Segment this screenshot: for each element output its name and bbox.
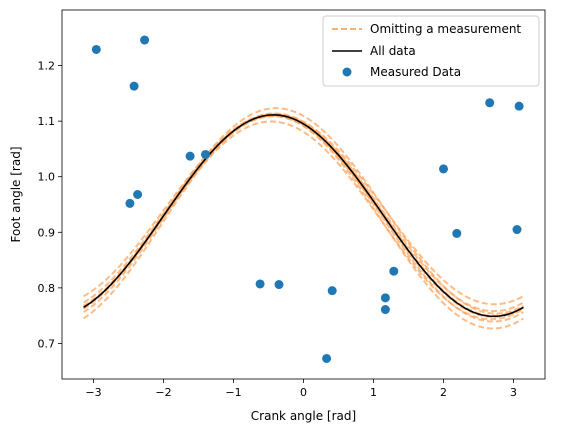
x-tick-label: 1	[370, 386, 377, 399]
data-point	[255, 279, 265, 289]
data-point	[133, 190, 143, 199]
y-tick-label: 1.0	[38, 171, 56, 184]
data-point	[512, 225, 522, 235]
data-point	[129, 81, 139, 91]
loo-curve	[83, 115, 524, 318]
loo-curve	[83, 107, 524, 315]
measured-points	[91, 35, 524, 363]
data-point	[485, 98, 495, 108]
data-point	[91, 44, 101, 54]
data-point	[274, 280, 284, 290]
loo-curves	[83, 107, 524, 330]
data-point	[185, 151, 195, 161]
data-point	[380, 293, 390, 303]
y-ticks: 0.7 0.8 0.9 1.0 1.1 1.2	[38, 60, 62, 350]
x-axis-label: Crank angle [rad]	[251, 409, 356, 423]
fit-curve	[83, 114, 524, 318]
x-tick-label: 0	[300, 386, 307, 399]
data-point	[380, 305, 390, 315]
loo-curve	[83, 112, 524, 306]
data-point	[439, 164, 448, 174]
legend-label-points: Measured Data	[370, 65, 461, 79]
data-point	[322, 353, 332, 363]
legend-swatch-points	[342, 67, 352, 77]
loo-curve	[83, 114, 524, 323]
x-tick-label: −1	[225, 386, 241, 399]
legend-label-loo: Omitting a measurement	[370, 22, 521, 36]
x-tick-label: 3	[510, 386, 517, 399]
legend: Omitting a measurement All data Measured…	[322, 15, 540, 87]
loo-curve	[83, 112, 524, 317]
x-ticks: −3 −2 −1 0 1 2 3	[85, 379, 517, 399]
loo-curve	[83, 113, 524, 313]
y-tick-label: 0.8	[38, 282, 56, 295]
y-tick-label: 1.2	[38, 60, 56, 73]
data-point	[125, 198, 135, 208]
y-tick-label: 0.9	[38, 226, 56, 239]
data-point	[327, 286, 337, 296]
y-tick-label: 1.1	[38, 115, 56, 128]
fit-curve-group	[83, 114, 524, 318]
data-point	[514, 101, 524, 111]
data-point	[201, 149, 210, 159]
x-tick-label: 2	[440, 386, 447, 399]
data-point	[140, 35, 150, 45]
legend-box	[322, 15, 540, 87]
loo-curve	[83, 120, 524, 321]
y-axis-label: Foot angle [rad]	[9, 146, 23, 242]
loo-curve	[83, 115, 524, 330]
x-tick-label: −3	[85, 386, 101, 399]
data-point	[389, 266, 399, 276]
y-tick-label: 0.7	[38, 337, 56, 350]
data-point	[452, 228, 462, 238]
x-tick-label: −2	[155, 386, 171, 399]
legend-label-fit: All data	[370, 44, 416, 58]
